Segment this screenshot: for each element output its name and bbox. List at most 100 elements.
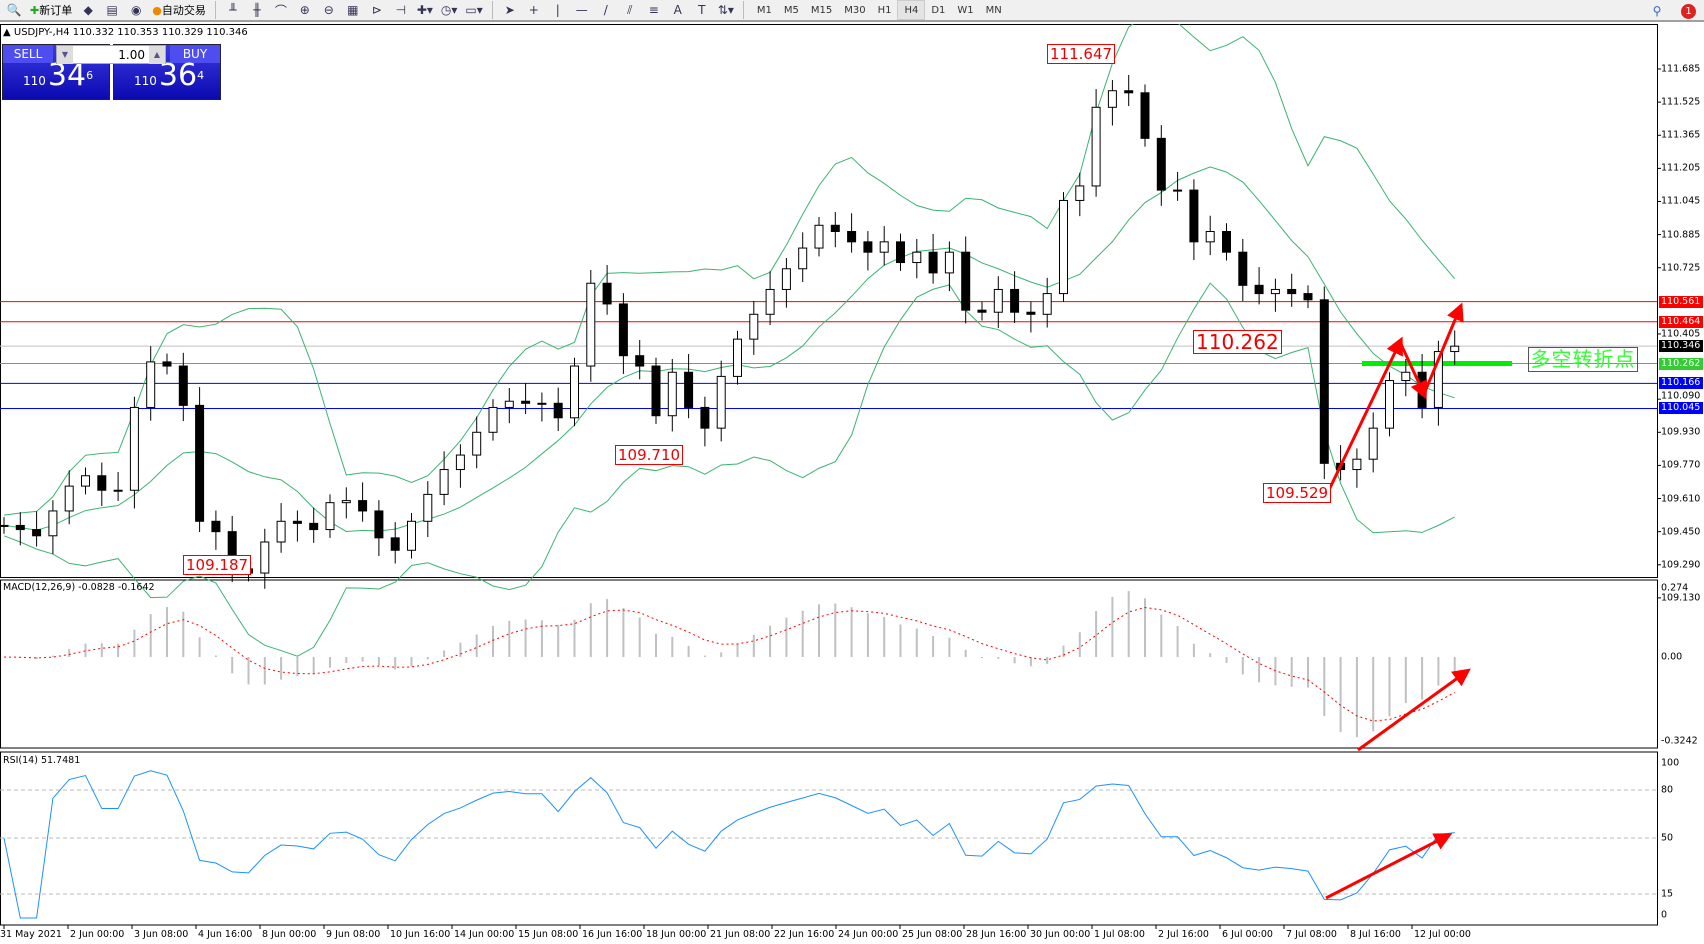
candle-body [1319, 299, 1329, 464]
gold-icon[interactable]: ◆ [83, 3, 93, 17]
lot-size-input[interactable]: 1.00 [118, 47, 145, 62]
zoom-in-icon[interactable]: ⊕ [299, 3, 310, 17]
timeframe-h1[interactable]: H1 [877, 4, 892, 16]
timeframe-w1[interactable]: W1 [957, 4, 974, 16]
candle-body [586, 282, 596, 367]
line-chart-icon[interactable]: ⌒ [274, 3, 287, 18]
candle-body [553, 402, 563, 419]
candle-body [944, 251, 954, 274]
candle-body [1433, 351, 1443, 408]
candle-body [1173, 189, 1183, 192]
crosshair-icon[interactable]: + [528, 3, 539, 17]
candle-body [129, 406, 139, 491]
rsi-axis-label: 100 [1661, 757, 1680, 769]
timeframe-d1[interactable]: D1 [931, 4, 946, 16]
candle-body [993, 288, 1003, 313]
lot-increase-button[interactable]: ▲ [149, 45, 165, 64]
autoscroll-icon[interactable]: ⊳ [371, 3, 382, 17]
new-order-label: 新订单 [39, 4, 73, 17]
candle-body [1352, 458, 1362, 471]
macd-label: MACD(12,26,9) -0.0828 -0.1642 [3, 582, 155, 593]
text-label-icon[interactable]: T [698, 3, 706, 17]
zoom-icon[interactable]: 🔍 [6, 3, 22, 17]
periods-icon[interactable]: ◷▾ [440, 3, 458, 17]
price-axis-label: 109.610 [1661, 493, 1701, 505]
macd-signal-line [3, 606, 1455, 722]
text-icon[interactable]: A [673, 3, 682, 17]
candle-body [1385, 380, 1394, 429]
candle-body [374, 510, 384, 539]
fibonacci-icon[interactable]: ≡ [648, 3, 659, 17]
candle-body [358, 500, 368, 512]
vertical-line-icon[interactable]: | [555, 3, 560, 17]
candle-body [814, 224, 824, 249]
cursor-icon[interactable]: ➤ [504, 3, 515, 17]
arrows-icon[interactable]: ⇅▾ [717, 3, 734, 17]
signal-icon[interactable]: ◉ [130, 3, 142, 17]
candle-body [504, 400, 514, 408]
zoom-out-icon[interactable]: ⊖ [323, 3, 334, 17]
candle-body [798, 247, 808, 270]
timeframe-m30[interactable]: M30 [844, 4, 866, 16]
buy-price-big: 36 [158, 58, 198, 93]
trend-arrow-down [1398, 341, 1428, 400]
lot-size-stepper[interactable]: ▼ 1.00 ▲ [56, 45, 166, 64]
rsi-axis-label: 80 [1661, 784, 1674, 796]
candle-body [1107, 90, 1117, 108]
candle-body [195, 404, 205, 522]
price-tag: 110.045 [1659, 402, 1703, 415]
toolbar: 🔍 ✚ 新订单 ◆ ▤ ◉ ● 自动交易 ╨ ╫ ⌒ ⊕ ⊖ ▦ ⊳ ⊣ ✚▾ ◷▾… [0, 0, 1704, 22]
candle-body [1222, 230, 1231, 253]
candle-body [912, 251, 922, 264]
candle-body [1287, 288, 1297, 295]
candle-body [97, 475, 107, 491]
candle-body [635, 355, 645, 367]
timeframe-h4[interactable]: H4 [897, 0, 926, 20]
channel-icon[interactable]: ⫽ [627, 2, 633, 17]
new-order-button[interactable]: ✚ 新订单 [28, 0, 74, 20]
candle-body [1401, 371, 1411, 382]
rsi-line [3, 770, 1455, 919]
market-watch-icon[interactable]: ▤ [106, 3, 118, 17]
rsi-divergence-arrow [1325, 833, 1453, 900]
candle-body [684, 371, 694, 408]
indicators-icon[interactable]: ✚▾ [416, 3, 433, 17]
price-axis-label: 111.685 [1661, 63, 1701, 75]
bollinger-band-u [3, 24, 1456, 516]
candle-body [716, 375, 726, 429]
candlestick-icon[interactable]: ╫ [253, 3, 261, 17]
candle-body [537, 402, 547, 405]
sell-button[interactable]: SELL 110346 [2, 44, 110, 100]
time-axis-label: 18 Jun 00:00 [646, 929, 707, 940]
timeframe-m15[interactable]: M15 [810, 4, 833, 16]
search-icon[interactable]: ⚲ [1652, 4, 1662, 18]
timeframe-m1[interactable]: M1 [756, 4, 772, 16]
candle-body [162, 361, 172, 367]
chart-shift-icon[interactable]: ⊣ [395, 3, 407, 17]
lot-decrease-button[interactable]: ▼ [57, 45, 73, 64]
chart-canvas[interactable] [0, 24, 1704, 944]
time-axis-label: 21 Jun 08:00 [710, 929, 771, 940]
pivot-price-label: 110.262 [1193, 330, 1282, 354]
candle-body [1026, 311, 1036, 315]
horizontal-line-icon[interactable]: — [575, 3, 588, 17]
auto-trading-button[interactable]: ● 自动交易 [150, 0, 208, 20]
macd-axis-label: 0.00 [1661, 651, 1683, 663]
candle-body [749, 313, 759, 340]
timeframe-bar: M1 M5 M15 M30 H1 H4 D1 W1 MN [751, 0, 1008, 20]
macd-divergence-arrow [1357, 668, 1471, 752]
bar-chart-icon[interactable]: ╨ [229, 3, 237, 17]
price-axis-label: 111.045 [1661, 195, 1701, 207]
candle-body [488, 406, 498, 433]
trendline-icon[interactable]: / [603, 3, 608, 17]
time-axis-label: 28 Jun 16:00 [966, 929, 1027, 940]
candle-body [879, 241, 889, 253]
timeframe-m5[interactable]: M5 [783, 4, 799, 16]
time-axis-label: 30 Jun 00:00 [1030, 929, 1091, 940]
tile-windows-icon[interactable]: ▦ [347, 3, 359, 17]
timeframe-mn[interactable]: MN [985, 4, 1002, 16]
notification-badge[interactable]: 1 [1681, 3, 1696, 19]
templates-icon[interactable]: ▭▾ [465, 3, 483, 17]
low-price-label: 109.529 [1263, 483, 1332, 503]
candle-body [1270, 288, 1280, 295]
